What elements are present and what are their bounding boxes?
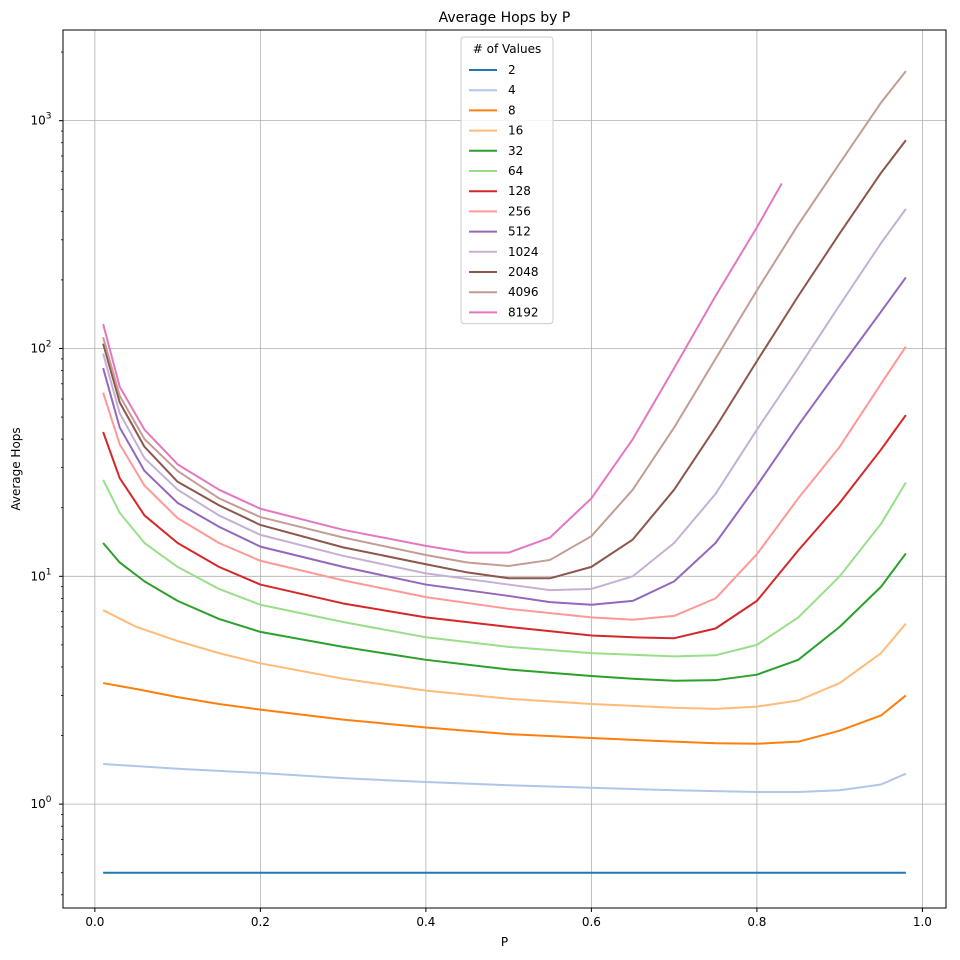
legend-label-64: 64 <box>508 164 523 178</box>
series-line-16 <box>102 609 907 710</box>
series-layer <box>102 70 907 874</box>
series-line-32 <box>102 542 907 682</box>
y-tick-label: 102 <box>30 339 51 355</box>
series-line-4096 <box>102 70 907 567</box>
legend-label-32: 32 <box>508 144 523 158</box>
x-tick-label: 1.0 <box>913 915 932 929</box>
series-line-2048 <box>102 139 907 580</box>
legend-label-512: 512 <box>508 225 531 239</box>
y-tick-label: 101 <box>30 567 51 583</box>
legend-label-4096: 4096 <box>508 285 539 299</box>
legend-label-2048: 2048 <box>508 265 539 279</box>
legend-label-16: 16 <box>508 124 523 138</box>
legend-title: # of Values <box>473 42 541 56</box>
legend-box <box>460 36 554 325</box>
series-line-128 <box>102 414 907 640</box>
series-line-1024 <box>102 208 907 592</box>
x-tick-label: 0.0 <box>85 915 104 929</box>
legend-label-4: 4 <box>508 83 516 97</box>
legend-label-128: 128 <box>508 184 531 198</box>
axis-ticks: 0.0 0.2 0.4 0.6 0.8 1.0 100 101 102 103 <box>30 51 932 929</box>
legend-label-8192: 8192 <box>508 305 539 319</box>
legend-label-8: 8 <box>508 103 516 117</box>
x-tick-label: 0.8 <box>747 915 766 929</box>
x-axis-label: P <box>501 935 508 949</box>
y-axis-label: Average Hops <box>9 427 23 510</box>
plot-frame <box>62 29 947 909</box>
legend-label-256: 256 <box>508 204 531 218</box>
legend: # of Values 2 4 8 16 32 64 128 256 512 1024 2048 409… <box>460 36 554 325</box>
x-tick-label: 0.2 <box>251 915 270 929</box>
series-line-256 <box>102 345 907 621</box>
chart-title: Average Hops by P <box>439 10 571 26</box>
x-tick-label: 0.4 <box>416 915 435 929</box>
legend-label-2: 2 <box>508 63 516 77</box>
legend-label-1024: 1024 <box>508 245 539 259</box>
series-line-8 <box>102 682 907 745</box>
series-line-512 <box>102 276 907 606</box>
series-line-4 <box>103 763 907 794</box>
y-tick-label: 100 <box>30 795 51 811</box>
x-tick-label: 0.6 <box>582 915 601 929</box>
series-line-8192 <box>102 182 783 554</box>
series-line-64 <box>102 479 907 658</box>
y-tick-label: 103 <box>30 112 51 128</box>
